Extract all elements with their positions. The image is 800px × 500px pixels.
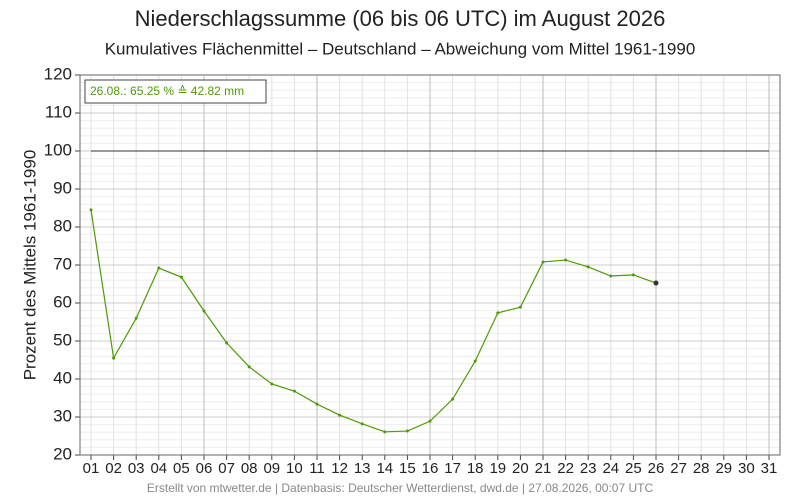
x-tick-label: 29 — [715, 460, 732, 477]
y-tick-label: 40 — [53, 368, 72, 387]
y-tick-label: 90 — [53, 178, 72, 197]
data-point — [383, 430, 387, 434]
x-tick-label: 06 — [196, 460, 213, 477]
data-point — [541, 260, 545, 264]
data-point — [609, 274, 613, 278]
y-axis-label: Prozent des Mittels 1961-1990 — [20, 150, 39, 381]
footer: Erstellt von mtwetter.de | Datenbasis: D… — [147, 481, 654, 495]
plot: 26.08.: 65.25 % ≙ 42.82 mm — [84, 79, 769, 434]
x-tick-label: 20 — [512, 460, 529, 477]
x-tick-label: 30 — [738, 460, 755, 477]
x-tick-label: 16 — [422, 460, 439, 477]
y-tick-label: 60 — [53, 292, 72, 311]
x-tick-label: 26 — [648, 460, 665, 477]
data-point — [179, 275, 183, 279]
data-point — [653, 280, 659, 286]
data-point — [112, 356, 116, 360]
annotation: 26.08.: 65.25 % ≙ 42.82 mm — [90, 84, 244, 98]
data-point — [451, 397, 455, 401]
y-tick-label: 50 — [53, 330, 72, 349]
data-point — [405, 429, 409, 433]
data-point — [157, 266, 161, 270]
x-tick-label: 27 — [670, 460, 687, 477]
x-tick-label: 13 — [354, 460, 371, 477]
x-tick-label: 07 — [218, 460, 235, 477]
x-tick-label: 09 — [263, 460, 280, 477]
y-tick-label: 70 — [53, 254, 72, 273]
data-point — [338, 413, 342, 417]
x-tick-label: 01 — [83, 460, 100, 477]
grid: 01 02 03 04 05 06 07 08 09 10 11 12 13 14 15 16 17 18 19 20… — [44, 64, 781, 477]
chart-title: Niederschlagssumme (06 bis 06 UTC) im Au… — [135, 6, 666, 31]
series-line — [90, 209, 657, 433]
data-point — [496, 311, 500, 315]
annotation-box — [84, 79, 267, 104]
data-point — [292, 389, 296, 393]
x-tick-label: 10 — [286, 460, 303, 477]
x-tick-label: 02 — [105, 460, 122, 477]
x-tick-label: 21 — [535, 460, 552, 477]
chart-subtitle: Kumulatives Flächenmittel – Deutschland … — [105, 39, 696, 58]
x-tick-label: 24 — [602, 460, 619, 477]
data-point — [247, 365, 251, 369]
x-tick-label: 08 — [241, 460, 258, 477]
data-point — [564, 258, 568, 262]
x-tick-label: 31 — [761, 460, 778, 477]
data-point — [586, 265, 590, 269]
y-tick-label: 20 — [53, 444, 72, 463]
y-tick-label: 110 — [45, 102, 72, 121]
x-tick-label: 19 — [489, 460, 506, 477]
data-point — [225, 341, 229, 345]
data-point — [315, 402, 319, 406]
y-tick-label: 120 — [44, 64, 72, 83]
x-tick-label: 03 — [128, 460, 145, 477]
x-tick-label: 15 — [399, 460, 416, 477]
data-point — [360, 422, 364, 426]
x-tick-label: 12 — [331, 460, 348, 477]
data-point — [202, 309, 206, 313]
y-tick-label: 80 — [53, 216, 72, 235]
y-tick-label: 30 — [53, 406, 72, 425]
y-tick-label: 100 — [44, 140, 72, 159]
data-point — [631, 273, 635, 277]
x-tick-label: 05 — [173, 460, 190, 477]
data-point — [89, 208, 93, 212]
x-tick-label: 04 — [150, 460, 167, 477]
data-point — [428, 419, 432, 423]
x-tick-label: 28 — [693, 460, 710, 477]
data-point — [270, 382, 274, 386]
data-point — [518, 305, 522, 309]
data-point — [134, 316, 138, 320]
x-tick-label: 25 — [625, 460, 642, 477]
x-tick-label: 18 — [467, 460, 484, 477]
x-tick-label: 11 — [309, 460, 325, 477]
data-point — [473, 359, 477, 363]
plot-frame — [79, 74, 781, 456]
x-tick-label: 23 — [580, 460, 597, 477]
x-tick-label: 17 — [444, 460, 461, 477]
x-tick-label: 22 — [557, 460, 574, 477]
x-tick-label: 14 — [376, 460, 393, 477]
